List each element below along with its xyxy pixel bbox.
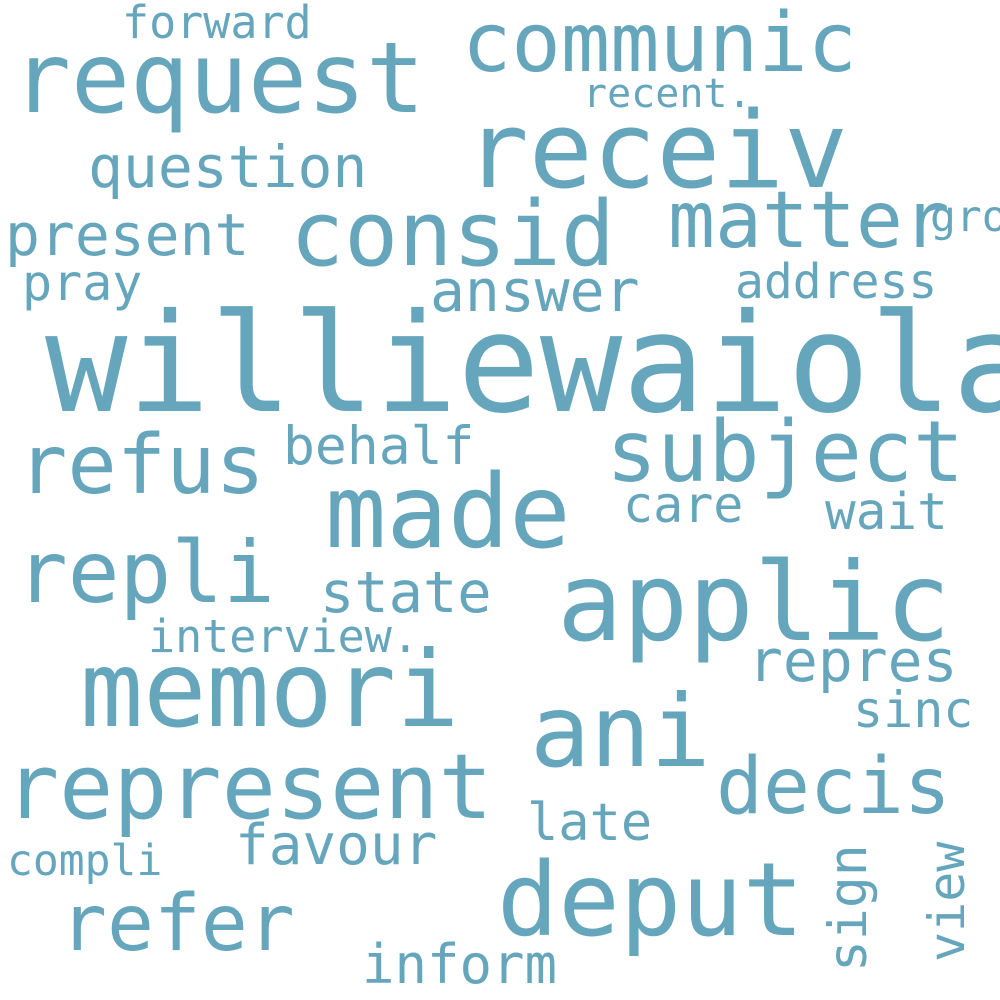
word-represent: represent (5, 735, 493, 840)
word-subject: subject (606, 403, 965, 502)
word-pray: pray (22, 254, 143, 312)
word-sign: sign (818, 844, 879, 972)
word-applic: applic (557, 539, 951, 666)
word-question: question (88, 133, 368, 201)
word-ani: ani (530, 673, 711, 790)
word-recent: recent. (583, 71, 752, 117)
word-request: request (12, 22, 426, 136)
word-decis: decis (716, 742, 951, 832)
word-state: state (320, 560, 492, 626)
word-consid: consid (290, 182, 616, 287)
word-made: made (325, 453, 571, 572)
word-forward: forward (122, 0, 312, 49)
word-matter: matter (668, 176, 950, 266)
word-refer: refer (60, 879, 295, 969)
word-present: present (5, 201, 250, 269)
word-inform: inform (362, 933, 558, 996)
word-deput: deput (497, 841, 805, 960)
word-receiv: receiv (465, 89, 848, 212)
word-wait: wait (825, 483, 948, 542)
word-repli: repli (16, 523, 275, 623)
word-refus: refus (18, 418, 265, 513)
word-address: address (735, 254, 938, 310)
word-behalf: behalf (283, 416, 475, 477)
word-compli: compli (7, 836, 163, 886)
word-sinc: sinc (853, 681, 974, 739)
word-repres: repres (748, 627, 958, 695)
word-ground: ground (930, 192, 1000, 242)
word-williewaiola: williewaiola (45, 285, 1000, 444)
word-communic: communic (462, 0, 857, 91)
word-memori: memori (80, 629, 460, 751)
word-interview: interview. (148, 610, 419, 663)
word-favour: favour (235, 813, 438, 878)
word-late: late (527, 793, 653, 853)
word-view: view (918, 841, 976, 962)
word-answer: answer (430, 257, 640, 325)
word-care: care (623, 476, 744, 534)
